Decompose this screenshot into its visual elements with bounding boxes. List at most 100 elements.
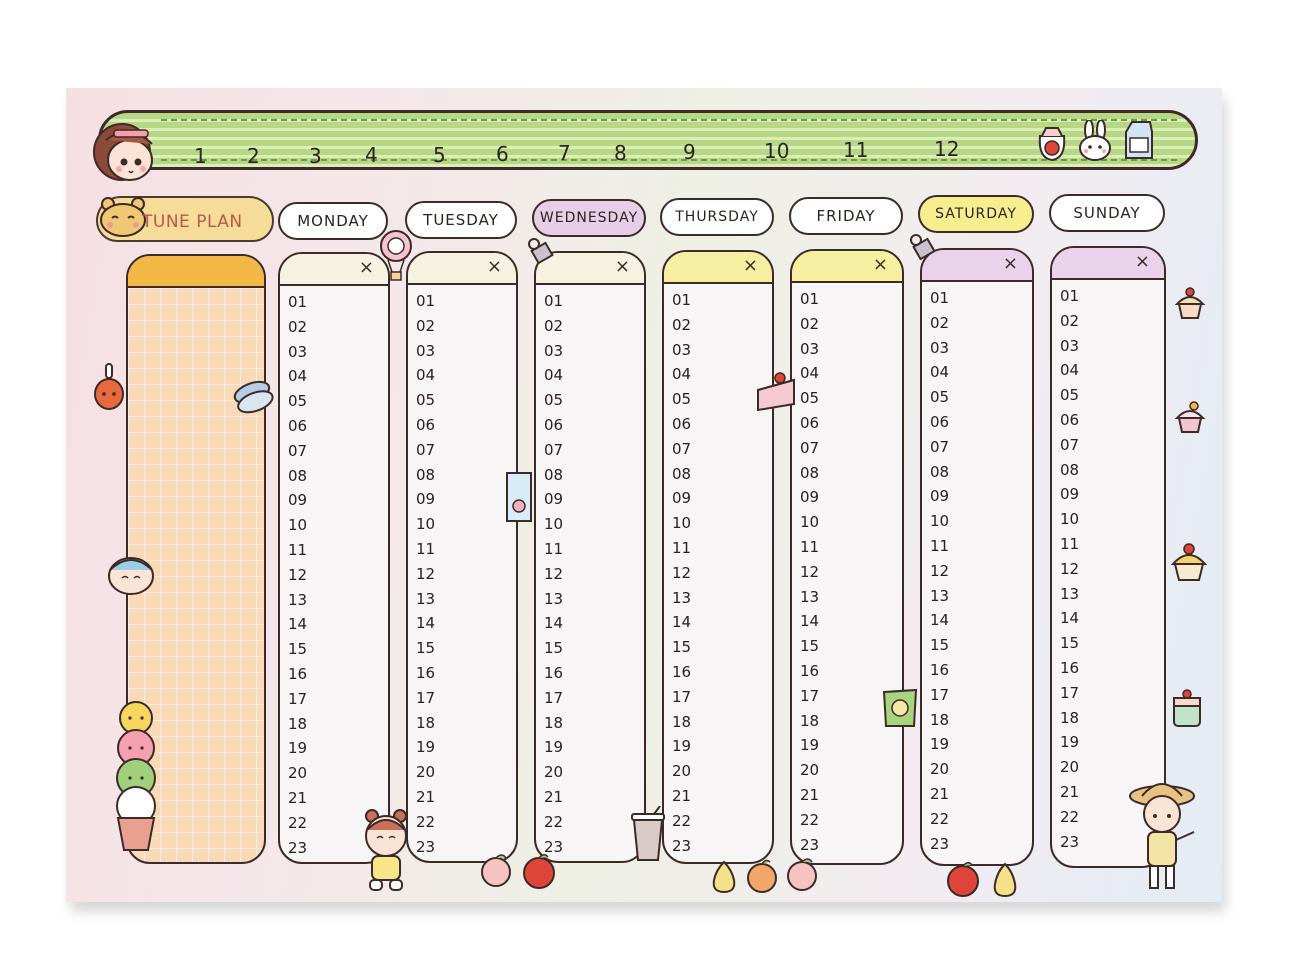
- hour-label: 08: [930, 462, 950, 481]
- hour-list: 01 02 03 04 05 06 07 08 09 10 11 12 13 14 15 16 17 18 19 20…: [544, 289, 563, 859]
- hour-label: 12: [288, 565, 308, 584]
- hour-label: 16: [288, 664, 308, 683]
- hour-label: 20: [416, 763, 436, 782]
- hour-label: 08: [544, 465, 564, 484]
- peach-icon: [787, 858, 817, 891]
- hour-list: 01 02 03 04 05 06 07 08 09 10 11 12 13 14 15 16 17 18 19 20…: [672, 288, 691, 858]
- hour-label: 09: [544, 490, 564, 509]
- hour-label: 20: [672, 762, 692, 781]
- hour-label: 13: [930, 586, 950, 605]
- hour-label: 18: [1060, 708, 1080, 727]
- hour-label: 06: [930, 412, 950, 431]
- hour-label: 05: [1060, 386, 1080, 405]
- binder-clip-icon: [528, 238, 554, 265]
- month-number: 10: [764, 139, 790, 163]
- hour-label: 21: [288, 788, 308, 807]
- cupcake-icon: [1174, 287, 1206, 319]
- hour-label: 07: [672, 439, 692, 458]
- hour-label: 14: [672, 613, 692, 632]
- day-pill-friday: FRIDAY: [789, 197, 903, 235]
- hour-label: 02: [416, 316, 436, 335]
- hour-label: 23: [1060, 832, 1080, 851]
- hour-label: 12: [800, 562, 820, 581]
- hour-label: 13: [672, 588, 692, 607]
- hour-label: 02: [544, 316, 564, 335]
- hour-label: 15: [544, 639, 564, 658]
- month-number: 9: [683, 140, 696, 164]
- hour-label: 03: [672, 340, 692, 359]
- hour-label: 11: [544, 539, 564, 558]
- hour-label: 07: [930, 437, 950, 456]
- hour-label: 17: [288, 689, 308, 708]
- day-column-monday: × 01 02 03 04 05 06 07 08 09 10 11 12 13 14 15 16 17 18 19…: [278, 252, 390, 864]
- hour-label: 02: [672, 315, 692, 334]
- hot-air-balloon-icon: [380, 230, 412, 281]
- day-column-thursday: × 01 02 03 04 05 06 07 08 09 10 11 12 13 14 15 16 17 18 19…: [662, 250, 774, 864]
- hour-label: 19: [288, 739, 308, 758]
- hour-label: 17: [930, 685, 950, 704]
- hour-label: 21: [800, 785, 820, 804]
- hour-label: 18: [544, 713, 564, 732]
- hour-label: 04: [930, 363, 950, 382]
- hour-label: 01: [1060, 287, 1080, 305]
- hour-label: 04: [416, 366, 436, 385]
- hour-label: 16: [416, 663, 436, 682]
- hour-label: 10: [672, 514, 692, 533]
- hour-label: 11: [288, 540, 308, 559]
- hour-label: 08: [800, 463, 820, 482]
- hour-label: 11: [672, 538, 692, 557]
- coffee-cup-icon: [631, 806, 665, 861]
- hour-label: 16: [1060, 658, 1080, 677]
- hour-label: 02: [288, 317, 308, 336]
- hour-label: 10: [544, 515, 564, 534]
- hour-label: 16: [672, 662, 692, 681]
- hour-label: 15: [1060, 634, 1080, 653]
- cupcake-icon: [1174, 401, 1206, 433]
- month-number: 7: [558, 141, 571, 165]
- hour-label: 22: [800, 810, 820, 829]
- hour-list: 01 02 03 04 05 06 07 08 09 10 11 12 13 14 15 16 17 18 19 20…: [1060, 284, 1079, 854]
- hour-label: 11: [800, 537, 820, 556]
- hour-label: 05: [930, 388, 950, 407]
- hour-label: 01: [930, 289, 950, 307]
- hour-label: 19: [416, 738, 436, 757]
- hour-label: 15: [800, 637, 820, 656]
- hour-label: 03: [930, 338, 950, 357]
- bunny-icon: [1079, 120, 1111, 161]
- cupcake-icon: [1170, 543, 1208, 581]
- hour-label: 05: [288, 392, 308, 411]
- hour-label: 07: [544, 440, 564, 459]
- hour-label: 10: [416, 515, 436, 534]
- hour-label: 05: [800, 389, 820, 408]
- day-column-tuesday: × 01 02 03 04 05 06 07 08 09 10 11 12 13 14 15 16 17 18 19…: [406, 251, 518, 863]
- hour-label: 15: [288, 640, 308, 659]
- apple-icon: [523, 854, 555, 889]
- hour-label: 04: [800, 364, 820, 383]
- month-number: 5: [433, 143, 446, 167]
- hour-label: 07: [288, 441, 308, 460]
- hour-label: 04: [672, 365, 692, 384]
- day-pill-monday: MONDAY: [278, 202, 388, 240]
- hour-label: 08: [416, 465, 436, 484]
- hour-label: 13: [1060, 584, 1080, 603]
- close-icon: ×: [872, 254, 888, 275]
- pudding-cup-icon: [1173, 689, 1201, 727]
- girl-sleeping-icon: [108, 557, 154, 595]
- hour-label: 18: [930, 710, 950, 729]
- hour-label: 12: [930, 561, 950, 580]
- binder-clip-icon: [910, 234, 936, 261]
- hour-label: 09: [930, 487, 950, 506]
- hour-label: 12: [1060, 559, 1080, 578]
- hour-label: 05: [544, 391, 564, 410]
- apple-icon: [947, 862, 979, 897]
- hour-label: 03: [288, 342, 308, 361]
- cake-slice-icon: [757, 372, 795, 412]
- month-number: 6: [496, 142, 509, 166]
- hour-label: 19: [672, 737, 692, 756]
- close-icon: ×: [614, 256, 630, 277]
- hour-label: 23: [672, 836, 692, 855]
- hour-label: 14: [288, 615, 308, 634]
- hour-label: 16: [930, 660, 950, 679]
- hour-label: 04: [288, 367, 308, 386]
- hour-label: 01: [544, 292, 564, 310]
